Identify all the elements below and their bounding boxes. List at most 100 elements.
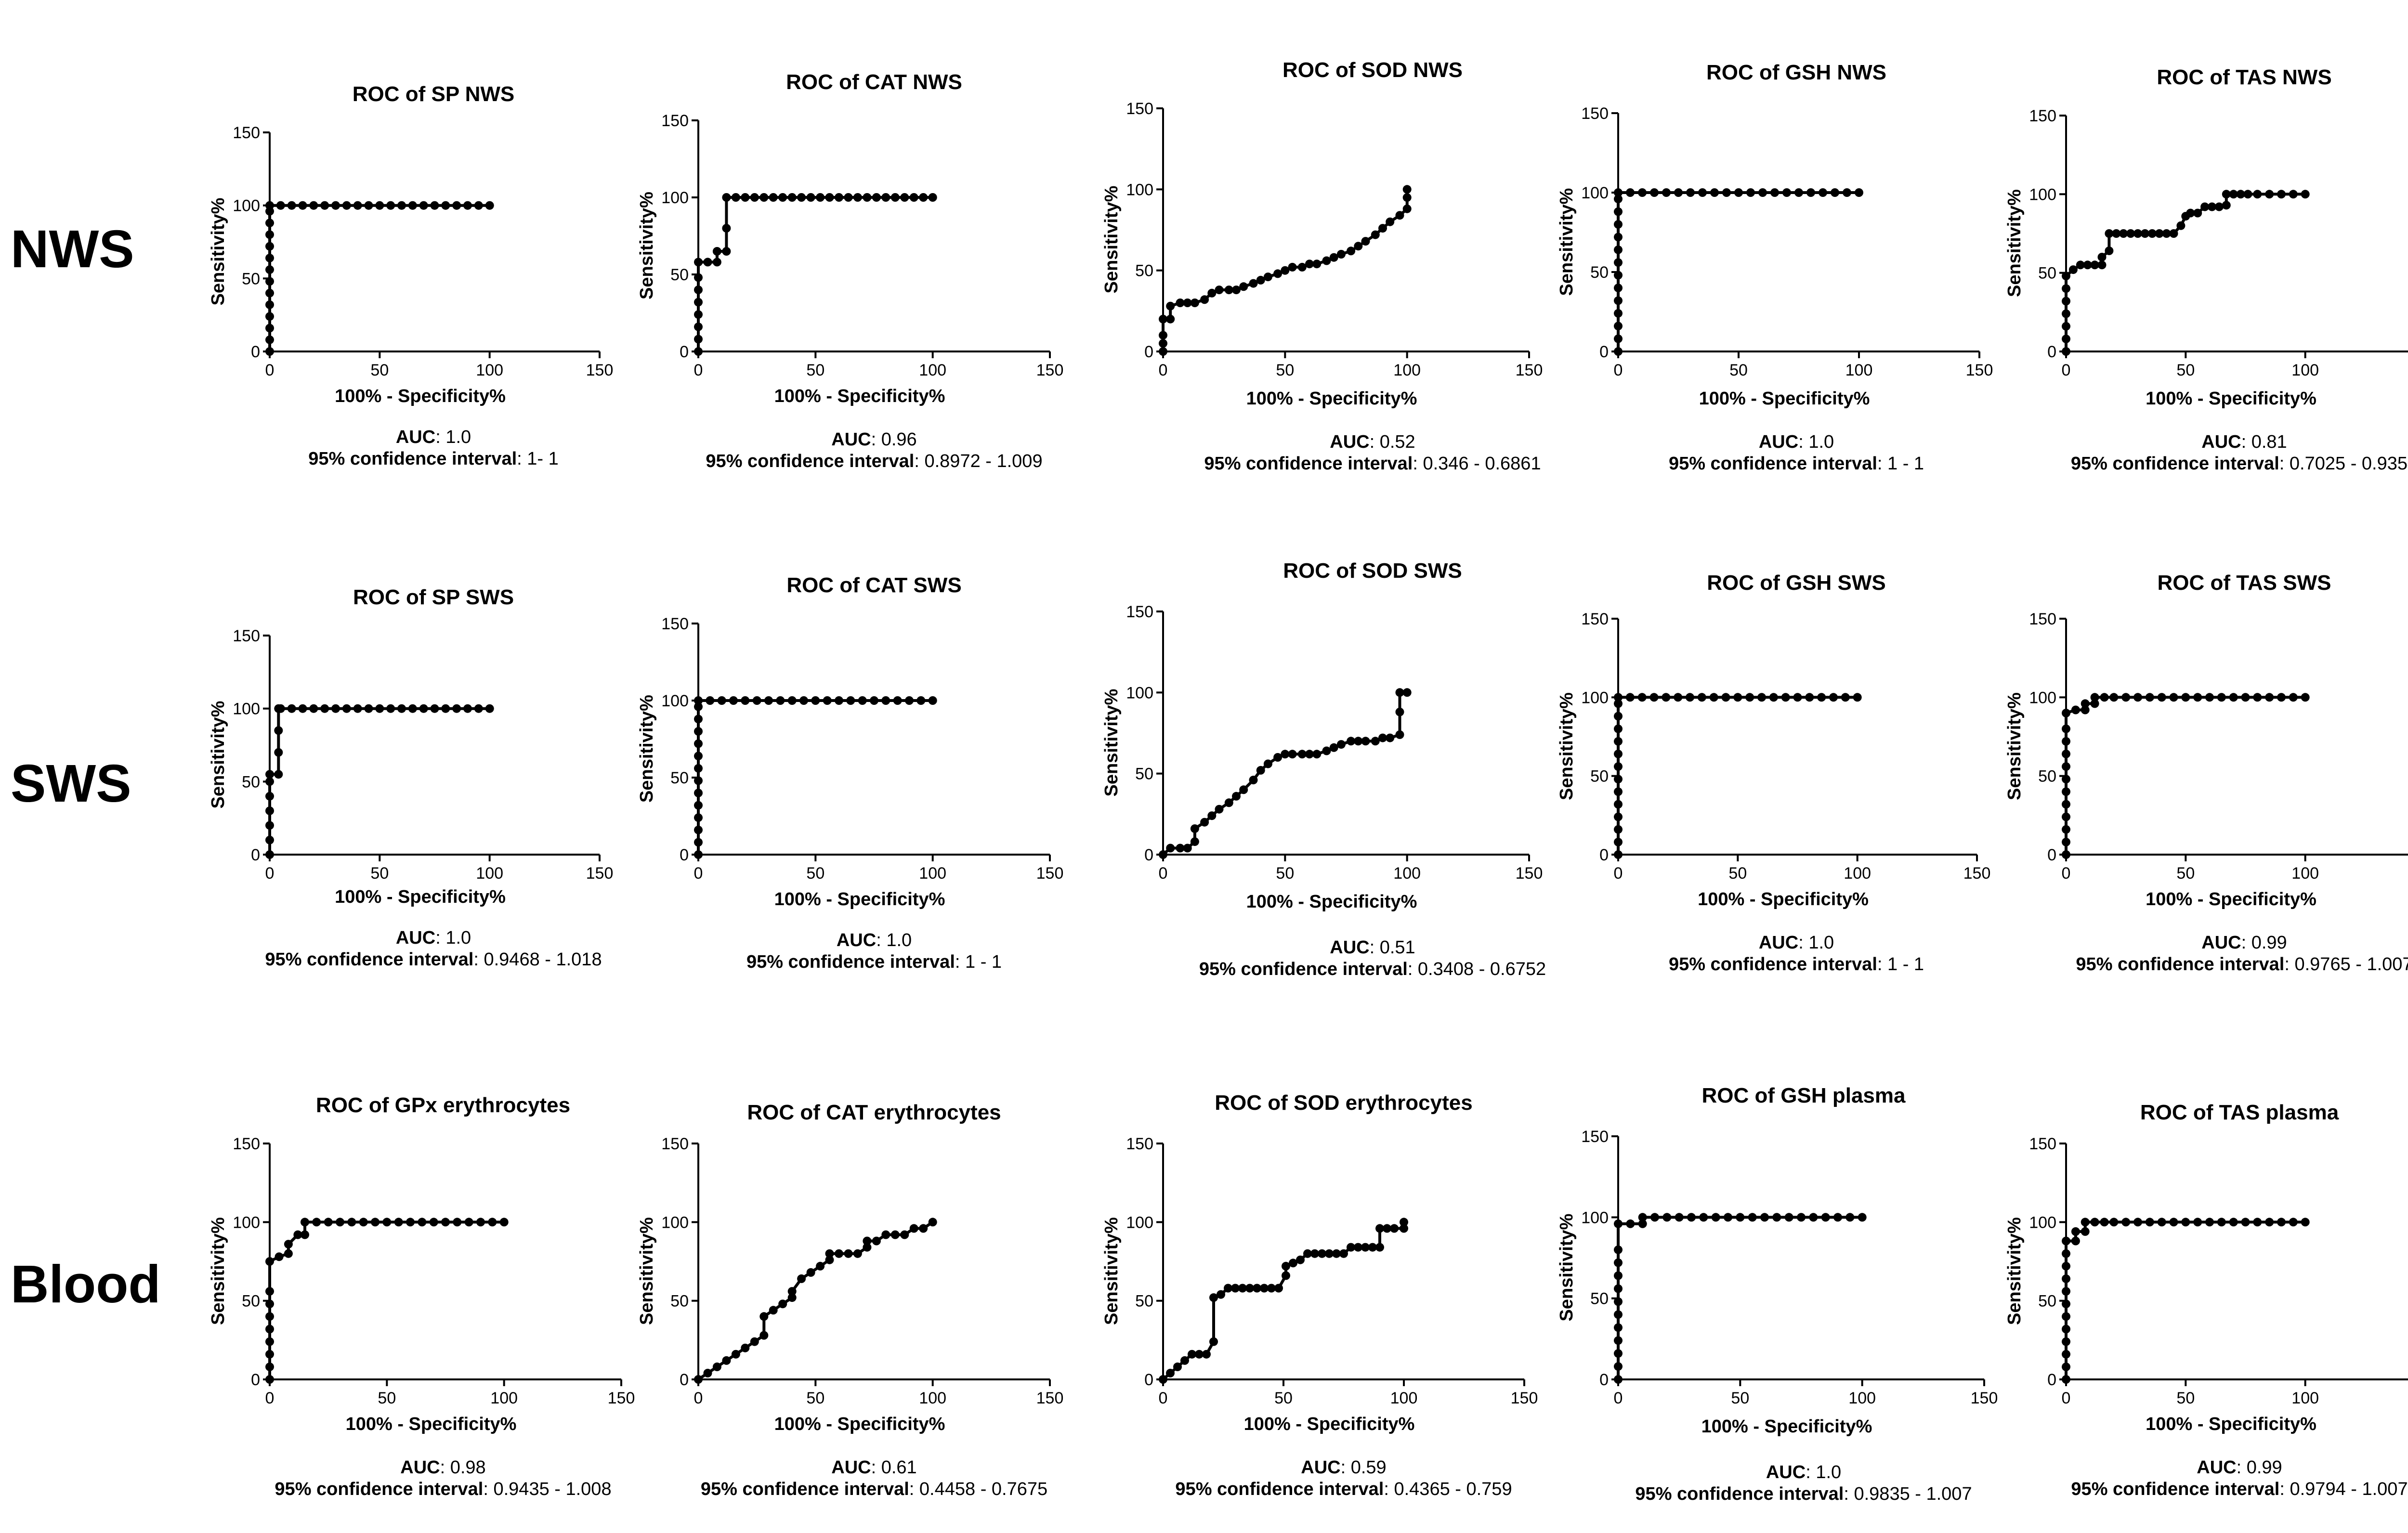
roc-curve (697, 699, 933, 855)
data-point (1209, 1293, 1218, 1302)
data-point (881, 696, 890, 705)
data-point (1159, 850, 1167, 859)
data-point (265, 312, 274, 321)
data-point (1782, 188, 1791, 197)
data-point (1614, 195, 1623, 204)
auc-separator: : (1370, 937, 1380, 958)
data-point (900, 193, 909, 202)
data-point (1217, 1290, 1225, 1299)
y-axis-label: Sensitivity% (1101, 186, 1122, 294)
x-tick-label: 100 (919, 1389, 946, 1407)
auc-label: AUC (1330, 432, 1369, 452)
data-point (2155, 229, 2164, 238)
x-tick-label: 0 (265, 864, 275, 883)
data-point (441, 704, 450, 713)
data-point (694, 813, 703, 822)
data-point (806, 1268, 815, 1277)
data-point (863, 1243, 872, 1252)
x-tick-label: 100 (1845, 361, 1873, 379)
data-point (342, 704, 351, 713)
data-point (441, 201, 450, 210)
data-point (2062, 737, 2070, 746)
y-tick-label: 0 (251, 1371, 260, 1389)
data-point (265, 253, 274, 262)
auc-annotation: AUC: 0.99 (2201, 933, 2287, 953)
data-point (2147, 229, 2157, 238)
data-point (2289, 1218, 2298, 1227)
data-point (2236, 190, 2245, 199)
data-point (2090, 699, 2099, 708)
data-point (2205, 1218, 2214, 1227)
data-point (1159, 314, 1167, 324)
data-point (1215, 286, 1224, 295)
data-point (1817, 693, 1826, 702)
auc-value: 0.99 (2247, 1457, 2282, 1478)
data-point (1674, 188, 1683, 197)
data-point (309, 201, 318, 210)
y-tick-label: 50 (1590, 767, 1609, 786)
ci-label: 95% confidence interval (1204, 454, 1413, 474)
data-point (919, 1224, 928, 1233)
data-point (1273, 753, 1283, 762)
data-point (275, 1252, 284, 1261)
data-point (408, 201, 417, 210)
roc-curve (1162, 691, 1407, 856)
data-point (2062, 837, 2070, 846)
data-point (320, 201, 329, 210)
ci-annotation: 95% confidence interval: 0.4365 - 0.759 (1175, 1479, 1512, 1499)
x-tick-label: 0 (1159, 1389, 1168, 1407)
y-tick-label: 0 (1599, 846, 1609, 864)
data-point (265, 1362, 274, 1371)
data-point (1354, 1243, 1362, 1252)
auc-value: 0.81 (2251, 432, 2287, 452)
data-point (712, 247, 721, 256)
x-axis-label: 100% - Specificity% (335, 386, 506, 406)
y-axis-label: Sensitivity% (208, 1217, 228, 1325)
data-point (799, 696, 808, 705)
data-point (2109, 1218, 2119, 1227)
data-point (2062, 709, 2070, 717)
auc-value: 1.0 (1808, 933, 1834, 953)
data-point (694, 850, 703, 859)
data-point (1662, 1213, 1672, 1222)
data-point (1758, 188, 1767, 197)
data-point (2193, 1218, 2202, 1227)
data-point (265, 1312, 274, 1321)
data-point (1378, 224, 1387, 233)
data-point (1614, 1284, 1623, 1293)
data-point (1281, 750, 1290, 759)
data-point (844, 1249, 853, 1258)
data-point (276, 201, 285, 210)
data-point (694, 273, 703, 282)
data-point (694, 752, 703, 761)
data-point (717, 696, 726, 705)
data-point (1402, 688, 1412, 697)
auc-separator: : (2241, 432, 2251, 452)
y-tick-label: 100 (661, 189, 689, 207)
data-point (2157, 1218, 2166, 1227)
y-tick-label: 150 (2029, 1135, 2056, 1153)
ci-separator: : (517, 449, 527, 469)
data-point (408, 704, 417, 713)
x-tick-label: 100 (1848, 1389, 1876, 1407)
data-point (1325, 1249, 1334, 1258)
roc-curve (268, 1221, 504, 1379)
auc-label: AUC (1330, 937, 1369, 958)
data-point (1784, 1213, 1793, 1222)
ci-label: 95% confidence interval (1175, 1479, 1384, 1499)
y-axis-label: Sensitivity% (637, 1217, 657, 1325)
data-point (712, 1362, 721, 1371)
y-tick-label: 50 (2038, 1292, 2056, 1311)
data-point (2217, 693, 2226, 702)
data-point (1371, 737, 1380, 746)
data-point (1375, 1224, 1384, 1233)
x-tick-label: 0 (1614, 864, 1623, 883)
data-point (463, 704, 472, 713)
auc-annotation: AUC: 0.81 (2201, 432, 2287, 452)
y-tick-label: 150 (1126, 603, 1153, 621)
data-point (1855, 188, 1863, 197)
data-point (2062, 309, 2070, 318)
data-point (1614, 220, 1623, 229)
data-point (1305, 260, 1314, 269)
ci-annotation: 95% confidence interval: 0.9765 - 1.007 (2076, 954, 2408, 974)
